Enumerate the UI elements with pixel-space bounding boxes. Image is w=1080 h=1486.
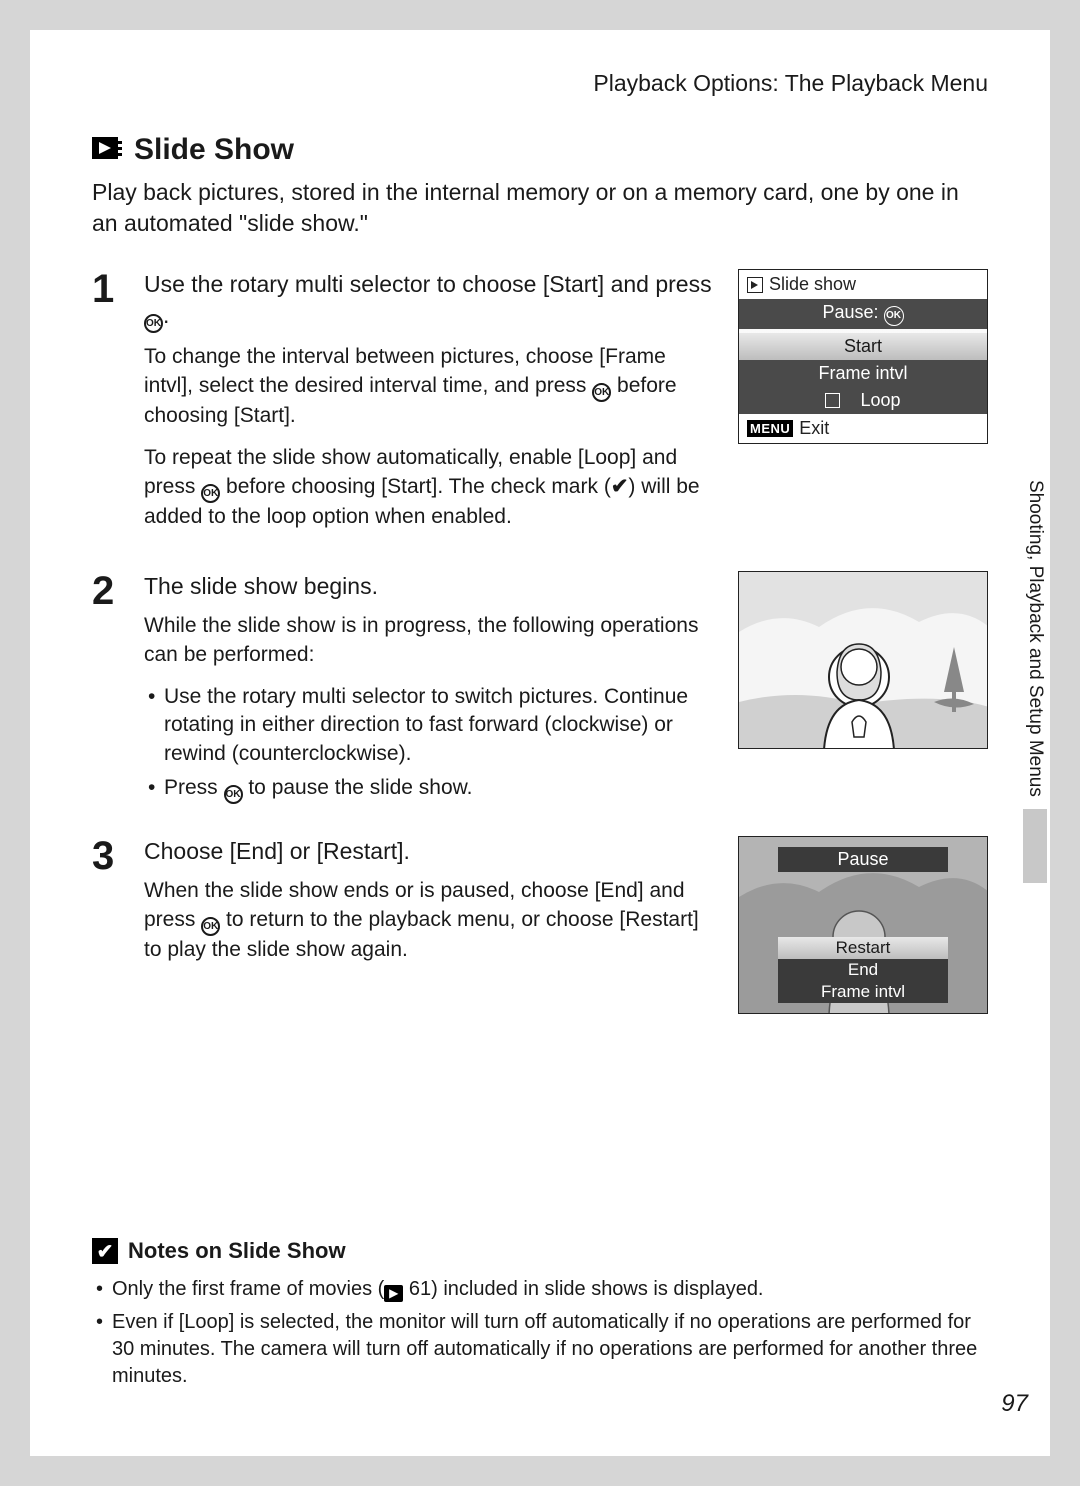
text: Press (164, 776, 224, 799)
ok-button-icon: OK (144, 314, 163, 333)
side-tab-label: Shooting, Playback and Setup Menus (1024, 480, 1046, 797)
text: 61) included in slide shows is displayed… (403, 1278, 763, 1300)
menu-badge-icon: MENU (747, 420, 793, 437)
ok-button-icon: OK (884, 306, 904, 326)
section-title: Slide Show (92, 133, 988, 167)
side-tab-marker (1023, 809, 1047, 883)
camera-screen-menu: Slide show Pause: OK Start Frame intvl L… (738, 269, 988, 444)
pause-label: Pause (778, 847, 948, 872)
list-item: Use the rotary multi selector to switch … (144, 683, 718, 768)
step-1: 1 Use the rotary multi selector to choos… (92, 269, 988, 545)
camera-screen-pause: Pause Restart End Frame intvl (738, 836, 988, 1014)
ok-button-icon: OK (201, 917, 220, 936)
page-ref-icon: ▶ (384, 1285, 403, 1302)
step-number: 3 (92, 836, 124, 1014)
step-2: 2 The slide show begins. While the slide… (92, 571, 988, 810)
slideshow-icon (92, 137, 122, 163)
step-body: While the slide show is in progress, the… (144, 612, 718, 669)
step-body: To change the interval between pictures,… (144, 343, 718, 430)
notes-title: ✔ Notes on Slide Show (92, 1238, 988, 1264)
step-content: The slide show begins. While the slide s… (144, 571, 718, 810)
page: Playback Options: The Playback Menu Slid… (30, 30, 1050, 1456)
menu-row-selected: Start (739, 333, 987, 360)
step-heading: The slide show begins. (144, 571, 718, 602)
text: Only the first frame of movies ( (112, 1278, 384, 1300)
check-icon: ✔ (611, 473, 629, 501)
text: to pause the slide show. (243, 776, 473, 799)
side-tab: Shooting, Playback and Setup Menus (1020, 480, 1050, 980)
menu-row: Loop (739, 387, 987, 414)
step-body: When the slide show ends or is paused, c… (144, 877, 718, 964)
text: Use the rotary multi selector to choose … (144, 271, 712, 297)
menu-row: Pause: OK (739, 299, 987, 329)
breadcrumb: Playback Options: The Playback Menu (92, 70, 988, 105)
list-item: Press OK to pause the slide show. (144, 774, 718, 804)
intro-text: Play back pictures, stored in the intern… (92, 177, 988, 239)
text: Notes on Slide Show (128, 1238, 346, 1264)
screen-footer: MENU Exit (739, 414, 987, 443)
screen-title: Slide show (739, 270, 987, 299)
step-number: 1 (92, 269, 124, 545)
step-content: Choose [End] or [Restart]. When the slid… (144, 836, 718, 1014)
camera-screen-photo (738, 571, 988, 749)
list-item: Only the first frame of movies (▶ 61) in… (92, 1276, 988, 1303)
text: To change the interval between pictures,… (144, 345, 666, 396)
step-heading: Use the rotary multi selector to choose … (144, 269, 718, 333)
checkbox-icon (825, 393, 840, 408)
step-number: 2 (92, 571, 124, 810)
text: Loop (860, 390, 900, 411)
menu-row: Frame intvl (778, 981, 948, 1003)
notes-section: ✔ Notes on Slide Show Only the first fra… (92, 1238, 988, 1396)
step-content: Use the rotary multi selector to choose … (144, 269, 718, 545)
ok-button-icon: OK (201, 484, 220, 503)
text: to return to the playback menu, or choos… (144, 908, 699, 961)
bullet-list: Use the rotary multi selector to switch … (144, 683, 718, 804)
text: . (163, 302, 169, 328)
ok-button-icon: OK (224, 785, 243, 804)
step-3: 3 Choose [End] or [Restart]. When the sl… (92, 836, 988, 1014)
option-group: Restart End Frame intvl (778, 937, 948, 1003)
section-title-text: Slide Show (134, 133, 294, 167)
notes-list: Only the first frame of movies (▶ 61) in… (92, 1276, 988, 1390)
menu-row: Frame intvl (739, 360, 987, 387)
page-number: 97 (1001, 1390, 1028, 1418)
illustration: Pause Restart End Frame intvl (738, 836, 988, 1014)
step-heading: Choose [End] or [Restart]. (144, 836, 718, 867)
step-body: To repeat the slide show automatically, … (144, 444, 718, 531)
illustration: Slide show Pause: OK Start Frame intvl L… (738, 269, 988, 545)
menu-row-selected: Restart (778, 937, 948, 959)
list-item: Even if [Loop] is selected, the monitor … (92, 1309, 988, 1390)
ok-button-icon: OK (592, 383, 611, 402)
text: Exit (799, 418, 829, 439)
illustration (738, 571, 988, 810)
notes-check-icon: ✔ (92, 1238, 118, 1264)
text: before choosing [Start]. The check mark … (220, 475, 611, 498)
play-icon (747, 277, 763, 293)
text: Slide show (769, 274, 856, 295)
text: Pause: (822, 302, 878, 322)
menu-row: End (778, 959, 948, 981)
